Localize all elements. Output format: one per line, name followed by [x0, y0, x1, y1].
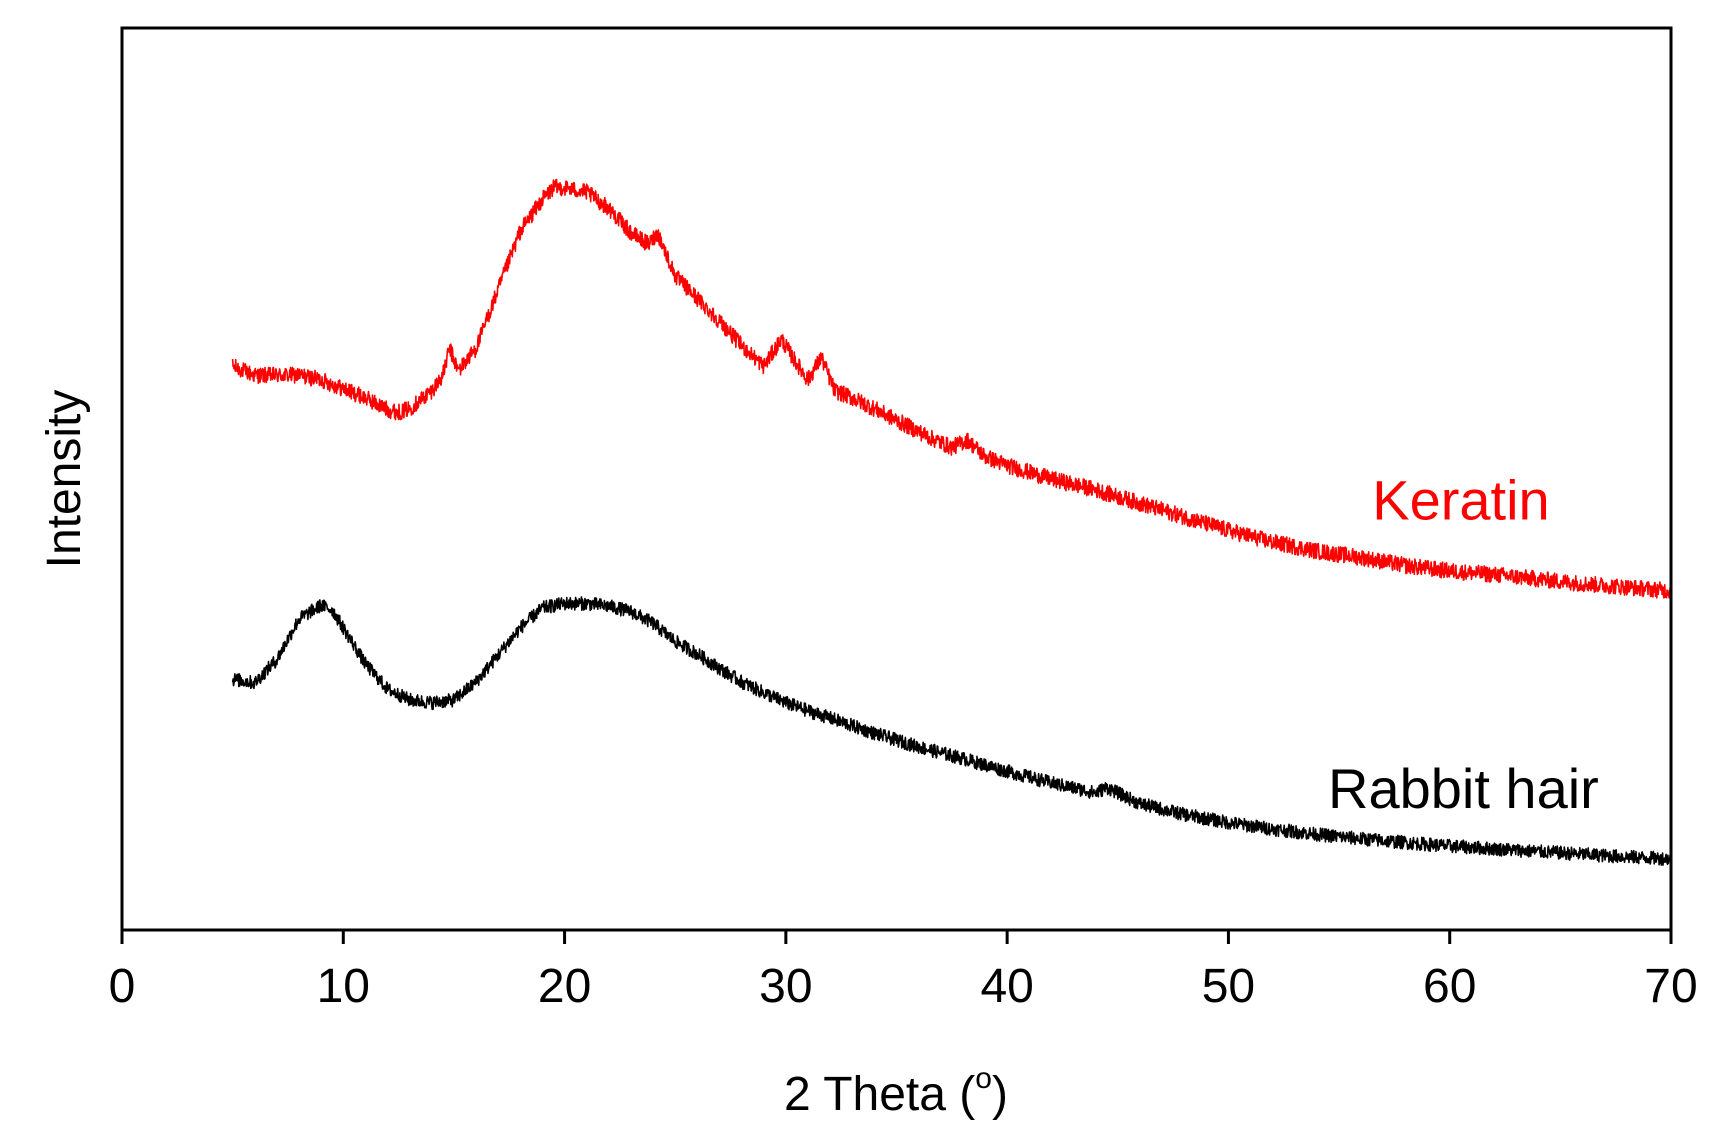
x-tick-label: 60 [1423, 960, 1476, 1013]
x-tick-label: 30 [759, 960, 812, 1013]
rabbit-hair-series [231, 596, 1672, 866]
keratin-curve [231, 178, 1672, 599]
x-tick-label: 10 [317, 960, 370, 1013]
rabbit-hair-label: Rabbit hair [1328, 757, 1599, 820]
x-tick-label: 50 [1202, 960, 1255, 1013]
x-tick-label: 0 [109, 960, 136, 1013]
x-axis-label: 2 Theta (o) [784, 1062, 1008, 1121]
keratin-label: Keratin [1372, 469, 1549, 532]
keratin-series [231, 178, 1672, 599]
x-axis-ticks: 0 10 20 30 40 50 60 70 [109, 930, 1698, 1013]
plot-frame [120, 26, 1673, 932]
x-tick-label: 70 [1644, 960, 1697, 1013]
y-axis-label: Intensity [38, 390, 91, 569]
x-tick-label: 20 [538, 960, 591, 1013]
rabbit-hair-curve [231, 596, 1672, 866]
x-tick-label: 40 [980, 960, 1033, 1013]
